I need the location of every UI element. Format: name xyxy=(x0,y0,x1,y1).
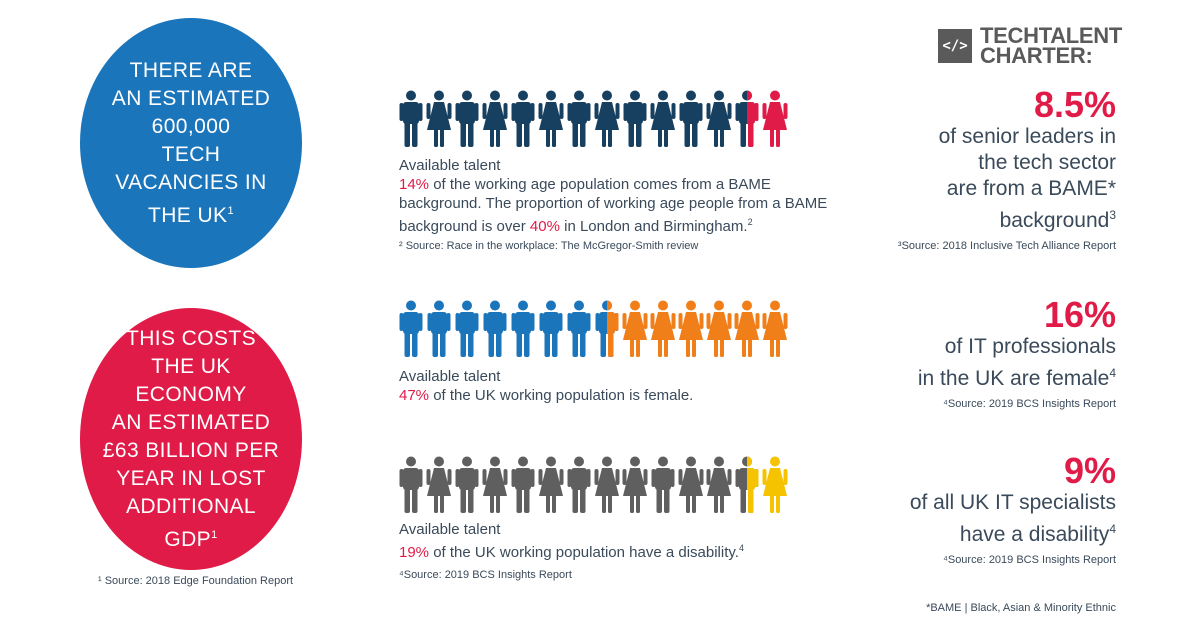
people-row-gender xyxy=(398,300,788,358)
male-person-icon xyxy=(566,456,592,514)
techtalent-charter-logo: </> TECHTALENT CHARTER: xyxy=(938,23,1123,68)
female-person-icon xyxy=(622,456,648,514)
highlight-pct: 47% xyxy=(399,387,430,404)
male-person-icon xyxy=(482,300,508,358)
male-person-icon xyxy=(538,300,564,358)
male-person-icon xyxy=(678,90,704,148)
highlight-pct: 14% xyxy=(399,176,430,193)
female-person-icon xyxy=(482,456,508,514)
male-person-icon xyxy=(734,90,760,148)
source-note-bame: ² Source: Race in the workplace: The McG… xyxy=(399,240,699,252)
female-person-icon xyxy=(706,90,732,148)
source-note-disability: ⁴Source: 2019 BCS Insights Report xyxy=(399,569,572,581)
female-person-icon xyxy=(482,90,508,148)
male-person-icon xyxy=(510,300,536,358)
female-person-icon xyxy=(594,456,620,514)
people-row-disability xyxy=(398,456,788,514)
stat-number: 9% xyxy=(1063,450,1116,491)
male-person-icon xyxy=(510,456,536,514)
male-person-icon xyxy=(454,300,480,358)
male-person-icon xyxy=(566,300,592,358)
stat-source: ⁴Source: 2019 BCS Insights Report xyxy=(943,554,1116,566)
female-person-icon xyxy=(650,90,676,148)
female-person-icon xyxy=(426,456,452,514)
female-person-icon xyxy=(538,90,564,148)
male-person-icon xyxy=(454,90,480,148)
people-row-bame xyxy=(398,90,788,148)
stat-senior-leaders: 8.5% of senior leaders in the tech secto… xyxy=(897,84,1116,253)
male-person-icon xyxy=(650,456,676,514)
male-person-icon xyxy=(510,90,536,148)
female-person-icon xyxy=(622,300,648,358)
vacancies-text: THERE ARE AN ESTIMATED 600,000 TECH VACA… xyxy=(111,58,271,227)
male-person-icon xyxy=(734,456,760,514)
highlight-pct: 40% xyxy=(529,218,560,235)
female-person-icon xyxy=(678,300,704,358)
talent-title: Available talent xyxy=(399,368,501,385)
female-person-icon xyxy=(650,300,676,358)
stat-number: 8.5% xyxy=(1033,84,1116,125)
male-person-icon xyxy=(622,90,648,148)
logo-wordmark: TECHTALENT CHARTER: xyxy=(980,23,1123,68)
female-person-icon xyxy=(706,456,732,514)
male-person-icon xyxy=(594,300,620,358)
code-brackets-icon: </> xyxy=(938,29,972,63)
male-person-icon xyxy=(454,456,480,514)
female-person-icon xyxy=(426,90,452,148)
bame-footnote: *BAME | Black, Asian & Minority Ethnic xyxy=(926,602,1116,614)
female-person-icon xyxy=(678,456,704,514)
female-person-icon xyxy=(762,90,788,148)
talent-block-disability: Available talent 19% of the UK working p… xyxy=(399,520,849,562)
cost-text: THIS COSTS THE UK ECONOMY AN ESTIMATED £… xyxy=(102,326,280,551)
vacancies-circle: THERE ARE AN ESTIMATED 600,000 TECH VACA… xyxy=(80,18,302,268)
male-person-icon xyxy=(398,90,424,148)
talent-block-bame: Available talent 14% of the working age … xyxy=(399,156,849,236)
stat-source: ⁴Source: 2019 BCS Insights Report xyxy=(943,398,1116,410)
highlight-pct: 19% xyxy=(399,544,430,561)
stat-number: 16% xyxy=(1043,294,1116,335)
male-person-icon xyxy=(426,300,452,358)
male-person-icon xyxy=(566,90,592,148)
female-person-icon xyxy=(538,456,564,514)
talent-title: Available talent xyxy=(399,157,501,174)
left-source-note: ¹ Source: 2018 Edge Foundation Report xyxy=(98,575,294,587)
female-person-icon xyxy=(594,90,620,148)
female-person-icon xyxy=(734,300,760,358)
female-person-icon xyxy=(706,300,732,358)
talent-title: Available talent xyxy=(399,521,501,538)
female-person-icon xyxy=(762,300,788,358)
stat-source: ³Source: 2018 Inclusive Tech Alliance Re… xyxy=(897,240,1116,252)
stat-female-it: 16% of IT professionals in the UK are fe… xyxy=(917,294,1116,411)
female-person-icon xyxy=(762,456,788,514)
stat-disability-it: 9% of all UK IT specialists have a disab… xyxy=(909,450,1116,567)
cost-circle: THIS COSTS THE UK ECONOMY AN ESTIMATED £… xyxy=(80,308,302,570)
talent-block-gender: Available talent 47% of the UK working p… xyxy=(399,367,849,405)
male-person-icon xyxy=(398,300,424,358)
male-person-icon xyxy=(398,456,424,514)
